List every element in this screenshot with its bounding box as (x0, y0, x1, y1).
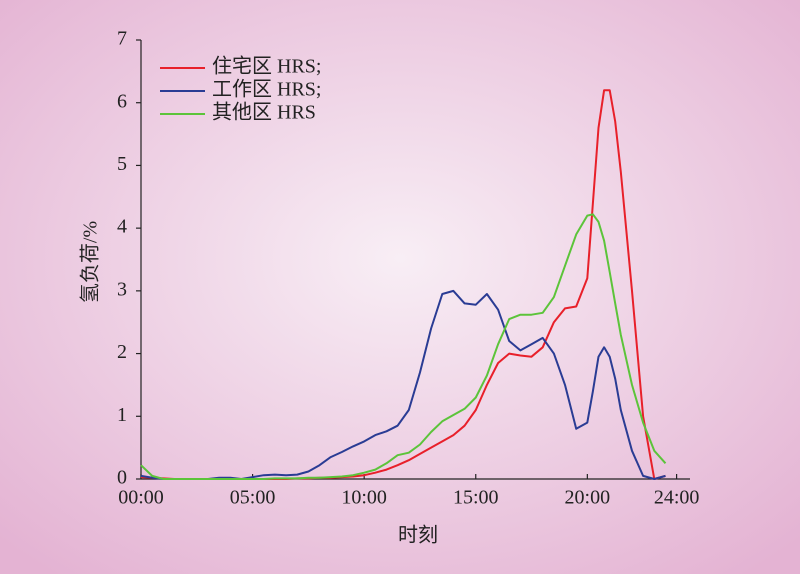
legend-label: 其他区 HRS (212, 101, 316, 124)
y-tick-label: 5 (117, 153, 127, 175)
series-line (140, 213, 667, 480)
y-tick-label: 0 (117, 467, 127, 489)
y-tick-label: 6 (117, 90, 127, 112)
x-tick-label: 00:00 (118, 487, 164, 509)
x-tick-label: 24:00 (654, 487, 700, 509)
legend-label: 工作区 HRS; (212, 78, 321, 101)
x-tick-label: 20:00 (565, 487, 611, 509)
y-axis-label: 氢负荷/% (79, 221, 102, 303)
y-tick-label: 1 (117, 404, 127, 426)
y-tick-label: 2 (117, 341, 127, 363)
y-tick-label: 3 (117, 278, 127, 300)
x-axis-label: 时刻 (398, 524, 438, 547)
legend-label: 住宅区 HRS; (212, 55, 321, 78)
x-tick-label: 15:00 (453, 487, 499, 509)
y-tick-label: 4 (117, 216, 127, 238)
y-tick-label: 7 (117, 28, 127, 50)
x-tick-label: 05:00 (230, 487, 276, 509)
x-tick-label: 10:00 (341, 487, 387, 509)
